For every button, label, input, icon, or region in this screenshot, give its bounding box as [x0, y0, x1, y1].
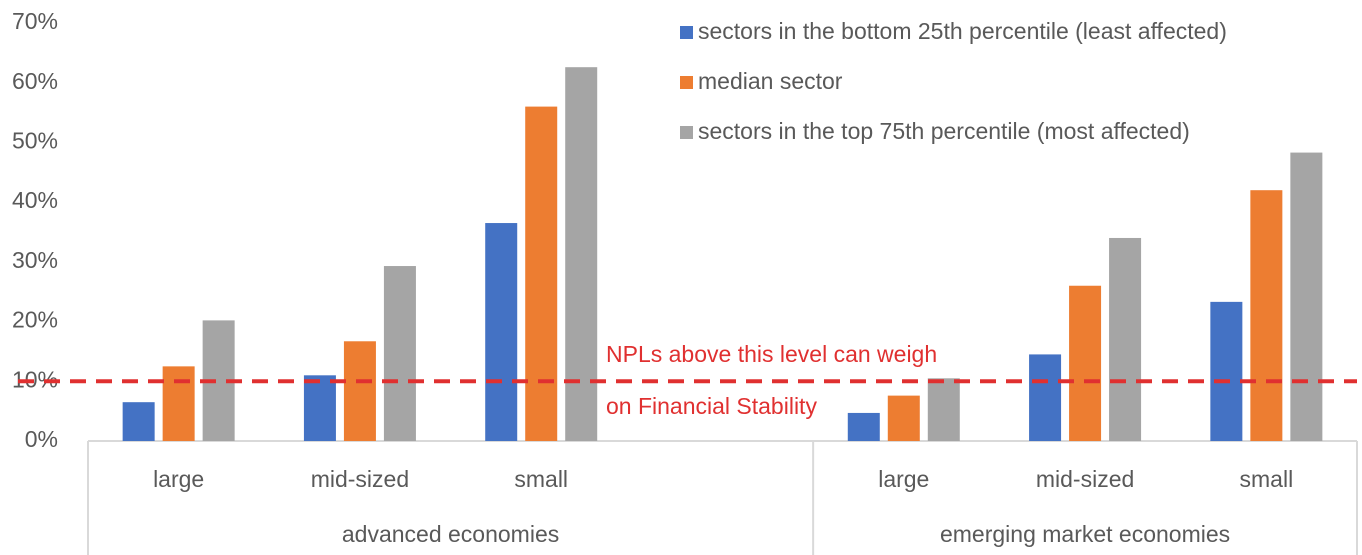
bar	[525, 106, 558, 441]
group-label: emerging market economies	[940, 521, 1230, 547]
y-tick-label: 30%	[12, 247, 58, 273]
bar	[343, 341, 376, 441]
x-tick-label: mid-sized	[1036, 466, 1134, 492]
bar	[383, 266, 416, 441]
y-tick-label: 0%	[25, 426, 58, 452]
x-tick-label: small	[1240, 466, 1294, 492]
bar	[1109, 237, 1142, 441]
bar	[162, 366, 195, 441]
bar	[1069, 285, 1102, 441]
bar	[565, 67, 598, 441]
legend-swatch	[680, 26, 693, 39]
bar	[485, 223, 518, 441]
legend-label: sectors in the bottom 25th percentile (l…	[698, 18, 1227, 44]
group-label: advanced economies	[342, 521, 559, 547]
y-tick-label: 40%	[12, 187, 58, 213]
bar	[1290, 152, 1323, 441]
legend-swatch	[680, 126, 693, 139]
bar	[847, 412, 880, 441]
x-tick-label: large	[153, 466, 204, 492]
legend-label: sectors in the top 75th percentile (most…	[698, 118, 1190, 144]
x-tick-label: mid-sized	[311, 466, 409, 492]
y-tick-label: 50%	[12, 128, 58, 154]
y-tick-label: 70%	[12, 8, 58, 34]
annotation: NPLs above this level can weigh	[606, 341, 937, 367]
legend-label: median sector	[698, 68, 843, 94]
legend-swatch	[680, 76, 693, 89]
bar	[1250, 190, 1283, 441]
bar	[122, 402, 155, 441]
bar	[303, 375, 336, 441]
y-tick-label: 60%	[12, 68, 58, 94]
annotation: on Financial Stability	[606, 393, 817, 419]
bar	[927, 378, 960, 441]
bar	[887, 395, 920, 441]
x-tick-label: large	[878, 466, 929, 492]
bar	[1210, 301, 1243, 441]
x-tick-label: small	[514, 466, 568, 492]
y-tick-label: 20%	[12, 307, 58, 333]
bar	[1029, 354, 1062, 441]
